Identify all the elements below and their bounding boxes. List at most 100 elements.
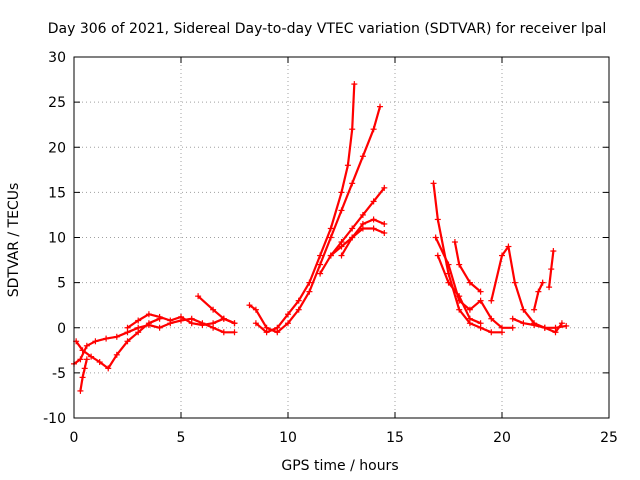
data-point-marker bbox=[274, 324, 281, 331]
x-tick-label: 20 bbox=[493, 430, 511, 446]
data-point-marker bbox=[359, 225, 366, 232]
data-point-marker bbox=[499, 324, 505, 331]
series-arc-18 bbox=[546, 248, 557, 291]
data-point-marker bbox=[263, 329, 270, 336]
x-tick-label: 15 bbox=[386, 430, 404, 446]
data-point-marker bbox=[327, 234, 334, 241]
chart-title: Day 306 of 2021, Sidereal Day-to-day VTE… bbox=[48, 21, 606, 37]
data-point-marker bbox=[509, 324, 516, 331]
data-point-marker bbox=[563, 322, 570, 329]
series-arc-3 bbox=[77, 356, 90, 394]
data-point-marker bbox=[178, 313, 184, 320]
data-point-marker bbox=[210, 306, 217, 313]
data-point-marker bbox=[370, 126, 377, 133]
data-point-marker bbox=[285, 320, 291, 327]
data-point-marker bbox=[79, 374, 86, 381]
data-point-marker bbox=[445, 261, 452, 268]
data-point-marker bbox=[231, 320, 238, 327]
data-point-marker bbox=[381, 220, 388, 227]
data-point-marker bbox=[432, 234, 439, 241]
y-tick-label: 0 bbox=[57, 321, 66, 337]
series-line bbox=[532, 281, 544, 311]
data-point-marker bbox=[156, 313, 163, 320]
data-point-marker bbox=[92, 338, 99, 345]
series-arc-15 bbox=[488, 243, 565, 336]
data-point-marker bbox=[456, 261, 463, 268]
data-point-marker bbox=[103, 335, 110, 342]
data-point-marker bbox=[520, 306, 527, 313]
x-tick-label: 0 bbox=[70, 430, 79, 446]
series-line bbox=[453, 240, 482, 293]
data-point-marker bbox=[511, 279, 518, 286]
data-point-marker bbox=[252, 306, 259, 313]
data-point-marker bbox=[370, 216, 377, 223]
x-tick-label: 10 bbox=[279, 430, 297, 446]
data-point-marker bbox=[434, 252, 441, 259]
data-point-marker bbox=[79, 347, 86, 354]
data-point-marker bbox=[135, 329, 142, 336]
data-point-marker bbox=[349, 234, 356, 241]
data-point-marker bbox=[466, 306, 473, 313]
x-tick-label: 25 bbox=[600, 430, 618, 446]
data-point-marker bbox=[135, 317, 142, 324]
data-point-marker bbox=[124, 338, 131, 345]
data-point-marker bbox=[359, 211, 366, 218]
data-point-marker bbox=[210, 320, 217, 327]
data-point-marker bbox=[145, 311, 152, 318]
data-point-marker bbox=[285, 311, 291, 318]
data-point-marker bbox=[546, 284, 553, 291]
data-series bbox=[71, 81, 570, 394]
data-point-marker bbox=[548, 266, 555, 273]
data-point-marker bbox=[295, 306, 302, 313]
data-point-marker bbox=[349, 180, 356, 187]
series-line bbox=[254, 82, 356, 334]
series-arc-10 bbox=[338, 225, 388, 259]
data-point-marker bbox=[488, 329, 495, 336]
y-tick-label: 25 bbox=[48, 95, 66, 111]
data-point-marker bbox=[77, 356, 84, 363]
series-arc-11 bbox=[430, 180, 505, 336]
series-arc-2 bbox=[73, 315, 163, 372]
data-point-marker bbox=[145, 320, 152, 327]
data-point-marker bbox=[344, 162, 351, 169]
data-point-marker bbox=[558, 320, 565, 327]
data-point-marker bbox=[488, 297, 495, 304]
y-tick-label: 10 bbox=[48, 231, 66, 247]
series-line bbox=[79, 358, 88, 392]
data-point-marker bbox=[113, 351, 120, 358]
y-tick-label: -10 bbox=[43, 411, 66, 427]
data-point-marker bbox=[552, 324, 559, 331]
series-arc-6 bbox=[246, 103, 384, 336]
data-point-marker bbox=[520, 320, 527, 327]
data-point-marker bbox=[317, 252, 324, 259]
data-point-marker bbox=[83, 342, 90, 349]
data-point-marker bbox=[220, 315, 227, 322]
y-tick-label: 15 bbox=[48, 185, 66, 201]
data-point-marker bbox=[477, 297, 484, 304]
data-point-marker bbox=[477, 320, 484, 327]
x-axis-label: GPS time / hours bbox=[281, 458, 398, 474]
data-point-marker bbox=[531, 322, 538, 329]
data-point-marker bbox=[456, 293, 463, 300]
series-arc-4 bbox=[124, 311, 238, 331]
data-point-marker bbox=[83, 356, 90, 363]
data-point-marker bbox=[370, 198, 377, 205]
series-line bbox=[434, 236, 514, 329]
data-point-marker bbox=[509, 315, 516, 322]
y-tick-label: 30 bbox=[48, 50, 66, 66]
x-tick-label: 5 bbox=[177, 430, 186, 446]
data-point-marker bbox=[351, 81, 358, 88]
data-point-marker bbox=[338, 252, 345, 259]
data-point-marker bbox=[156, 324, 163, 331]
data-point-marker bbox=[488, 315, 495, 322]
data-point-marker bbox=[434, 216, 441, 223]
data-point-marker bbox=[167, 317, 174, 324]
data-point-marker bbox=[349, 225, 356, 232]
data-point-marker bbox=[381, 184, 388, 191]
data-point-marker bbox=[338, 243, 345, 250]
y-axis-label: SDTVAR / TECUs bbox=[6, 183, 22, 298]
data-point-marker bbox=[456, 306, 463, 313]
data-point-marker bbox=[370, 225, 377, 232]
data-point-marker bbox=[499, 252, 505, 259]
